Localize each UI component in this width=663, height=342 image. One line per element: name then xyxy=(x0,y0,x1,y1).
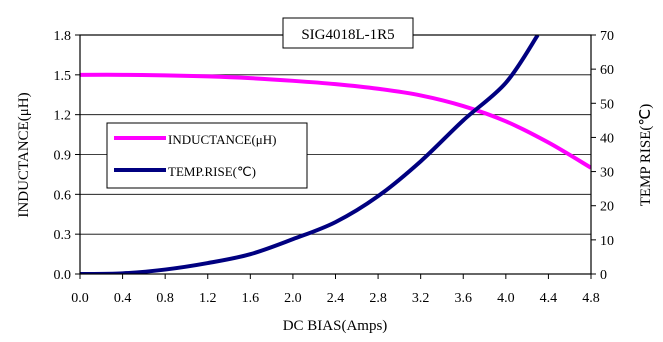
y-tick-label: 1.2 xyxy=(54,109,72,124)
ticks xyxy=(75,34,596,279)
y2-tick-label: 20 xyxy=(600,200,614,215)
x-tick-label: 1.2 xyxy=(199,291,217,306)
y-axis-label-right: TEMP RISE(℃) xyxy=(638,104,654,207)
x-axis-label: DC BIAS(Amps) xyxy=(283,318,388,334)
x-tick-label: 2.8 xyxy=(369,291,387,306)
y-axis-label-left: INDUCTANCE(μH) xyxy=(16,92,32,217)
x-tick-label: 2.4 xyxy=(327,291,345,306)
x-tick-label: 4.8 xyxy=(582,291,600,306)
y-tick-label: 0.0 xyxy=(54,268,72,283)
x-tick-label: 0.4 xyxy=(114,291,132,306)
y2-tick-label: 60 xyxy=(600,63,614,78)
series-line-temp-rise xyxy=(80,35,540,274)
y-tick-label: 0.6 xyxy=(54,188,72,203)
x-tick-label: 4.4 xyxy=(540,291,558,306)
x-tick-label: 0.0 xyxy=(71,291,89,306)
y2-tick-label: 50 xyxy=(600,97,614,112)
chart-title: SIG4018L-1R5 xyxy=(301,27,394,43)
y2-tick-label: 0 xyxy=(600,268,607,283)
x-tick-label: 2.0 xyxy=(284,291,302,306)
x-tick-label: 1.6 xyxy=(242,291,260,306)
series-lines xyxy=(80,35,591,274)
y2-tick-label: 10 xyxy=(600,234,614,249)
x-tick-label: 3.6 xyxy=(455,291,473,306)
y2-tick-label: 30 xyxy=(600,166,614,181)
x-tick-label: 4.0 xyxy=(497,291,515,306)
y-tick-label: 1.8 xyxy=(54,29,72,44)
y-tick-label: 1.5 xyxy=(54,69,72,84)
x-tick-label: 3.2 xyxy=(412,291,430,306)
title-box: SIG4018L-1R5 xyxy=(282,17,414,49)
y-tick-label: 0.9 xyxy=(54,149,72,164)
y-tick-label: 0.3 xyxy=(54,228,72,243)
legend: INDUCTANCE(μH) TEMP.RISE(℃) xyxy=(106,122,308,189)
series-line-inductance xyxy=(80,72,591,170)
tick-labels: 0.0 0.3 0.6 0.9 1.2 1.5 1.8 0 10 20 30 40 50 60 70 0.0 0… xyxy=(54,29,615,306)
y2-tick-label: 40 xyxy=(600,131,614,146)
legend-label-inductance: INDUCTANCE(μH) xyxy=(168,132,276,147)
x-tick-label: 0.8 xyxy=(156,291,174,306)
legend-label-temp-rise: TEMP.RISE(℃) xyxy=(168,164,256,179)
y2-tick-label: 70 xyxy=(600,29,614,44)
